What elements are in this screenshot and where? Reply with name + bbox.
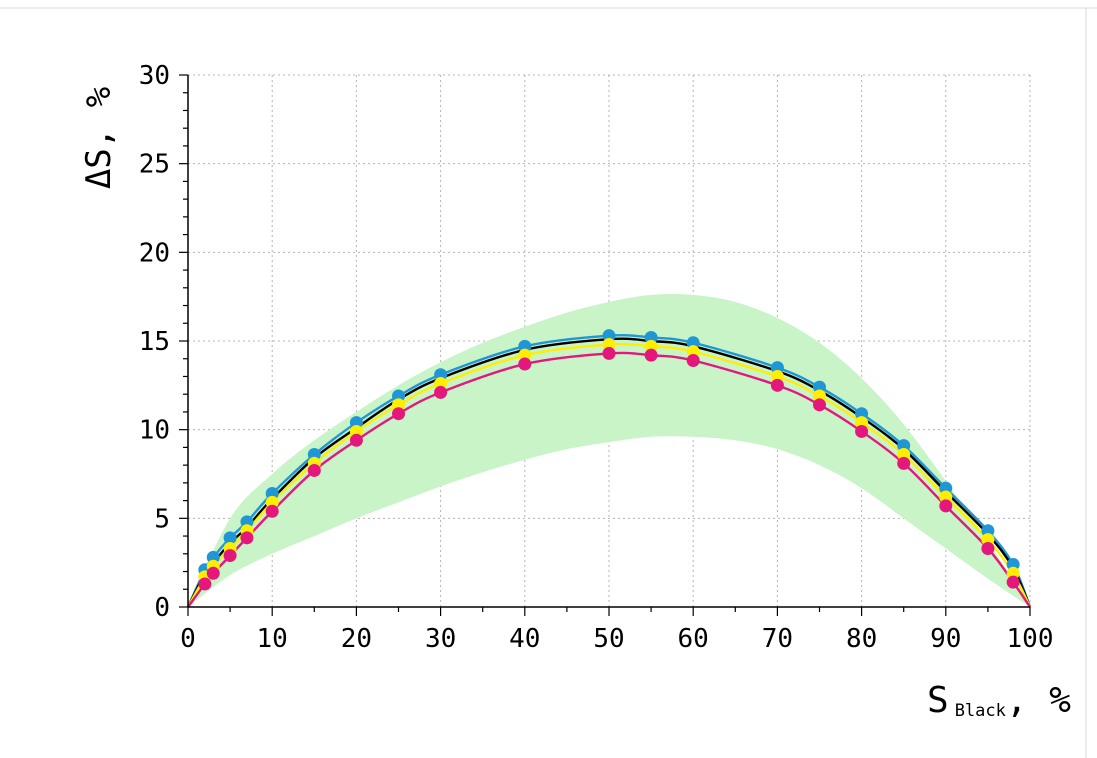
marker-magenta-55 [644, 348, 658, 362]
marker-magenta-75 [813, 398, 826, 412]
marker-magenta-3 [206, 566, 220, 580]
marker-magenta-95 [981, 541, 995, 555]
y-axis-title: ΔS, % [79, 87, 119, 189]
y-tick-label-30: 30 [139, 61, 170, 91]
x-axis-title-subscript: Black [955, 701, 1006, 721]
y-tick-label-5: 5 [154, 504, 170, 534]
marker-magenta-40 [518, 357, 532, 371]
x-tick-label-20: 20 [341, 624, 372, 654]
x-axis-title-main: S [927, 680, 949, 721]
series-markers [198, 329, 1020, 591]
marker-magenta-2 [198, 577, 212, 591]
marker-magenta-30 [434, 385, 448, 399]
series-lines [186, 333, 1032, 608]
x-tick-label-90: 90 [930, 624, 961, 654]
x-tick-label-30: 30 [425, 624, 456, 654]
x-tick-label-10: 10 [257, 624, 288, 654]
x-tick-label-80: 80 [846, 624, 877, 654]
tolerance-band [188, 294, 1030, 607]
x-tick-label-100: 100 [1007, 624, 1054, 654]
x-tick-label-40: 40 [509, 624, 540, 654]
series-line-magenta [187, 351, 1031, 608]
x-axis-title-unit: , % [1006, 680, 1071, 721]
tolerance-band-area [188, 294, 1030, 607]
series-line-yellow [186, 342, 1032, 608]
series-line-black [186, 337, 1032, 608]
marker-magenta-15 [307, 463, 321, 477]
x-tick-label-50: 50 [593, 624, 624, 654]
marker-magenta-90 [939, 499, 953, 513]
marker-cyan-5 [223, 531, 237, 545]
marker-magenta-10 [265, 504, 279, 518]
x-tick-label-0: 0 [180, 624, 196, 654]
y-tick-label-0: 0 [154, 593, 170, 623]
marker-magenta-25 [392, 407, 405, 421]
marker-magenta-60 [686, 354, 700, 368]
marker-magenta-98 [1006, 575, 1020, 589]
tick-labels: 0 10 20 30 40 50 60 70 80 90 100 0 5 10 15 20 25 30 [139, 61, 1054, 654]
marker-magenta-5 [223, 549, 237, 563]
y-tick-label-15: 15 [139, 327, 170, 357]
series-line-cyan [186, 333, 1032, 608]
ticks [179, 74, 1031, 616]
marker-magenta-70 [770, 378, 784, 392]
marker-magenta-50 [602, 346, 616, 360]
x-tick-label-70: 70 [762, 624, 793, 654]
marker-magenta-7 [240, 531, 254, 545]
marker-magenta-20 [349, 433, 363, 447]
x-tick-label-60: 60 [678, 624, 709, 654]
x-axis-title: S Black, % [927, 680, 1071, 721]
marker-magenta-85 [897, 456, 911, 470]
y-tick-label-20: 20 [139, 238, 170, 268]
marker-magenta-80 [855, 424, 869, 438]
y-tick-label-25: 25 [139, 150, 170, 180]
y-tick-label-10: 10 [139, 416, 170, 446]
